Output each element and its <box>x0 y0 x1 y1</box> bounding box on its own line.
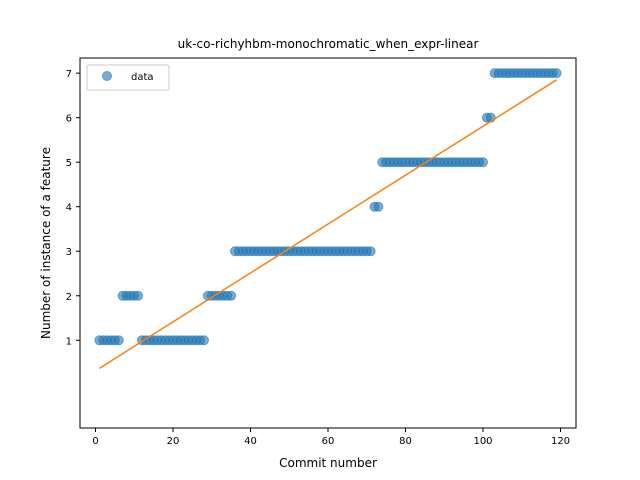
data-point <box>478 157 488 168</box>
x-tick-label: 40 <box>244 436 257 447</box>
fit-line <box>98 79 558 369</box>
legend: data <box>86 64 170 91</box>
y-tick-label: 7 <box>66 69 72 80</box>
y-tick-label: 5 <box>66 158 72 169</box>
x-axis-title: Commit number <box>279 456 377 470</box>
y-tick-label: 6 <box>66 114 72 125</box>
data-point <box>133 290 144 301</box>
data-point <box>226 290 237 301</box>
plot-marks <box>94 68 562 369</box>
y-tick-label: 2 <box>66 292 72 303</box>
y-tick-label: 4 <box>66 203 72 214</box>
legend-box <box>86 64 170 91</box>
x-axis-ticks: 0 20 40 60 80 100 120 <box>92 428 570 447</box>
data-point <box>373 201 384 212</box>
data-point <box>551 68 562 79</box>
data-point <box>199 335 209 346</box>
x-tick-label: 60 <box>322 436 335 447</box>
x-tick-label: 80 <box>399 436 412 447</box>
y-tick-label: 1 <box>66 336 72 347</box>
legend-marker <box>102 71 112 81</box>
data-point <box>365 246 376 257</box>
x-tick-label: 120 <box>551 436 570 447</box>
data-point <box>113 335 124 346</box>
x-tick-label: 20 <box>167 436 180 447</box>
chart-title: uk-co-richyhbm-monochromatic_when_expr-l… <box>178 37 479 51</box>
x-tick-label: 0 <box>92 436 98 447</box>
legend-label-data: data <box>131 72 154 83</box>
y-axis-ticks: 1 2 3 4 5 6 7 <box>66 69 80 347</box>
x-tick-label: 100 <box>473 436 492 447</box>
y-axis-title: Number of instance of a feature <box>39 147 53 339</box>
y-tick-label: 3 <box>66 247 72 258</box>
